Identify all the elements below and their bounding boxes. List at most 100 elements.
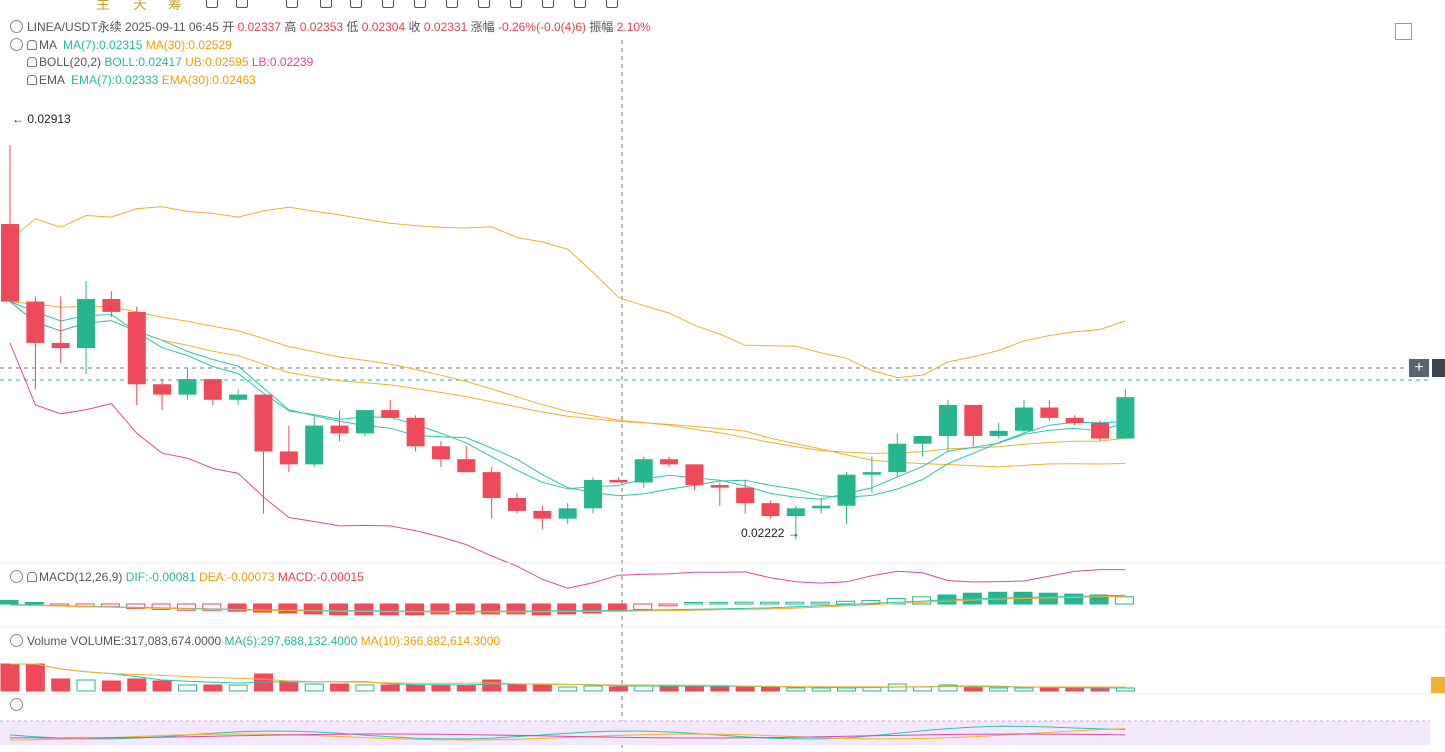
plus-icon[interactable]: + [1409, 359, 1429, 377]
candle-body [305, 425, 324, 465]
ma-name: MA [39, 38, 57, 52]
macd-bar [1114, 596, 1134, 605]
candle-body [710, 485, 729, 488]
datetime: 2025-09-11 06:45 [125, 20, 219, 34]
collapse-toggle-icon[interactable] [10, 634, 23, 648]
pattern-tool-icon[interactable] [382, 0, 394, 8]
boll-name: BOLL(20,2) [39, 55, 102, 69]
dea-line [9, 595, 1126, 613]
high-label: 高 [284, 20, 297, 34]
ema30-value: EMA(30):0.02463 [161, 73, 256, 87]
collapse-toggle-icon[interactable] [10, 20, 23, 34]
note-tool-icon[interactable] [446, 0, 458, 8]
drawing-tools-icon[interactable] [286, 0, 298, 8]
dea-value: DEA:-0.00073 [199, 570, 275, 584]
redo-icon[interactable] [606, 0, 618, 8]
bell-icon[interactable] [27, 39, 37, 50]
macd-bar [455, 603, 475, 615]
candle-body [279, 451, 298, 465]
tab-day[interactable]: 天 [133, 0, 147, 12]
chevron-right-icon[interactable] [10, 698, 23, 712]
collapse-toggle-icon[interactable] [10, 38, 23, 52]
ma30-value: MA(30):0.02529 [145, 38, 232, 52]
macd-bar [176, 603, 196, 611]
macd-bar [379, 603, 399, 616]
volume-bar [659, 685, 679, 692]
bell-icon[interactable] [27, 571, 37, 582]
volume-bar [710, 686, 730, 692]
sub-indicator-band [0, 721, 1430, 745]
delete-tool-icon[interactable] [542, 0, 554, 8]
volume-bar [684, 685, 704, 692]
macd-bar [405, 603, 425, 616]
macd-bar [582, 603, 602, 614]
indicator-icon[interactable] [206, 0, 218, 8]
macd-bar [709, 602, 729, 605]
line-tool-icon[interactable] [320, 0, 332, 8]
low-label: 低 [346, 20, 359, 34]
ma7-line [9, 301, 1126, 498]
tab-chips[interactable]: 筹 [168, 0, 182, 12]
candle-body [913, 435, 932, 444]
low-value: 0.02304 [361, 20, 406, 34]
ema30-line [9, 301, 1126, 454]
candle-body [964, 404, 983, 436]
ema-name: EMA [39, 73, 65, 87]
volume-bar [304, 683, 324, 692]
macd-bar [658, 603, 678, 607]
wave-tool-icon[interactable] [350, 0, 362, 8]
volume-bar [25, 663, 45, 692]
volume-bar [456, 684, 476, 692]
volume-bar [507, 684, 527, 692]
symbol-name: LINEA/USDT永续 [27, 20, 122, 34]
volume-bar [0, 663, 20, 692]
macd-bar [810, 601, 830, 605]
volume-bar [152, 680, 172, 692]
ma30-line [9, 301, 1126, 468]
amplitude-label: 振幅 [589, 20, 614, 34]
macd-bar [278, 603, 298, 614]
settings-icon[interactable] [236, 0, 248, 8]
volume-bar [1039, 687, 1059, 692]
volume-ma10-line [10, 663, 1126, 688]
fork-tool-icon[interactable] [510, 0, 522, 8]
amplitude-value: 2.10% [616, 20, 651, 34]
volume-bar [330, 683, 350, 692]
brush-tool-icon[interactable] [478, 0, 490, 8]
volume-bar [786, 687, 806, 692]
macd-bar [354, 603, 374, 616]
min-price-annotation: 0.02222 → [741, 526, 800, 540]
expand-icon[interactable] [1395, 23, 1412, 40]
ema-legend: EMA EMA(7):0.02333 EMA(30):0.02463 [27, 72, 256, 88]
candle-body [660, 459, 679, 465]
macd-name: MACD(12,26,9) [39, 570, 123, 584]
volume-bar [1014, 687, 1034, 692]
max-price-annotation: ← 0.02913 [12, 112, 71, 126]
close-value: 0.02331 [423, 20, 468, 34]
sub-indicator-line-2 [9, 728, 1126, 741]
volume-bar [963, 686, 983, 692]
volume-value: VOLUME:317,083,674.0000 [70, 634, 222, 648]
macd-bar [329, 603, 349, 616]
open-label: 开 [222, 20, 235, 34]
tab-main[interactable]: 主 [96, 0, 110, 12]
symbol-info-line: LINEA/USDT永续 2025-09-11 06:45 开 0.02337 … [10, 19, 651, 35]
high-value: 0.02353 [299, 20, 344, 34]
undo-icon[interactable] [574, 0, 586, 8]
ema7-value: EMA(7):0.02333 [71, 73, 159, 87]
volume-legend: Volume VOLUME:317,083,674.0000 MA(5):297… [10, 633, 500, 649]
boll-lb-value: LB:0.02239 [251, 55, 314, 69]
candle-body [51, 342, 70, 349]
candle-body [508, 497, 526, 511]
text-tool-icon[interactable] [414, 0, 426, 8]
bell-icon[interactable] [27, 56, 37, 67]
volume-bar [811, 687, 831, 692]
volume-ma10: MA(10):366,882,614.3000 [360, 634, 501, 648]
collapse-toggle-icon[interactable] [10, 570, 23, 584]
bell-icon[interactable] [27, 74, 37, 85]
boll-lower-line [9, 342, 1126, 589]
volume-ma5: MA(5):297,688,132.4000 [224, 634, 358, 648]
volume-bar [608, 686, 628, 692]
volume-bar [380, 684, 400, 692]
